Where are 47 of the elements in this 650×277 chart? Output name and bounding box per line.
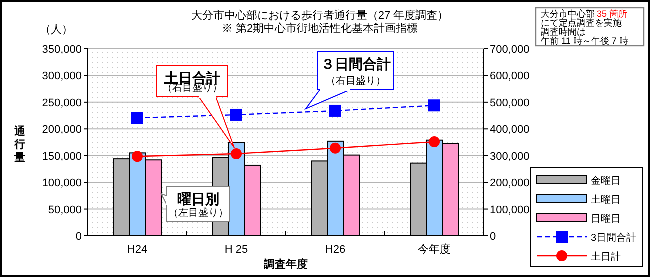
y2-tick-label: 200,000 [490,178,530,190]
text: 調査時間は [541,27,586,37]
y2-tick-label: 0 [490,231,496,243]
annotation: （右目盛り） [326,75,386,87]
y-tick-label: 50,000 [48,204,82,216]
point [429,136,440,148]
y-tick-label: 0 [76,231,82,243]
text: 大分市中心部 [541,9,595,19]
text: 午前 11 時～午後 7 時 [541,36,628,46]
point [330,142,341,154]
legend-label: 日曜日 [591,213,621,225]
chart-title: 大分市中心部における歩行者通行量（27 年度調査） [191,9,449,22]
point [132,112,144,124]
y-tick-label: 300,000 [42,70,82,83]
text: にて定点調査を実施 [541,18,622,28]
x-tick-label: H26 [325,244,346,256]
legend-label: 土曜日 [591,194,621,206]
point [330,104,342,117]
chart-subtitle: ※ 第2期中心市街地活性化基本計画指標 [222,22,418,35]
point [428,100,440,112]
annotation: ３日間合計 [321,56,391,72]
y2-tick-label: 400,000 [490,124,530,136]
point [132,151,143,162]
y2-tick-label: 600,000 [490,70,530,83]
y-tick-label: 250,000 [42,97,82,110]
point [231,148,242,160]
y-tick-label: 200,000 [42,124,82,136]
y2-tick-label: 700,000 [490,44,530,56]
legend-label: 3日間合計 [591,232,637,244]
x-tick-label: H 25 [224,244,248,256]
y-tick-label: 100,000 [42,178,82,190]
y-tick-label: 150,000 [42,150,82,163]
point [230,108,242,121]
x-tick-label: H24 [127,244,148,256]
legend-label: 金曜日 [591,175,621,187]
annotation: 曜日別 [178,191,220,207]
annotation: （左目盛り） [168,207,228,219]
legend-label: 土日計 [591,251,621,263]
x-axis-title: 調査年度 [264,258,308,271]
y2-tick-label: 100,000 [490,204,530,216]
text: （人） [40,24,73,36]
text: 35 箇所 [597,9,628,19]
y2-tick-label: 300,000 [490,150,530,163]
y2-tick-label: 500,000 [490,97,530,110]
y-tick-label: 350,000 [42,44,82,56]
y-axis-title: 通行量 [14,125,26,164]
x-tick-label: 今年度 [418,243,451,256]
